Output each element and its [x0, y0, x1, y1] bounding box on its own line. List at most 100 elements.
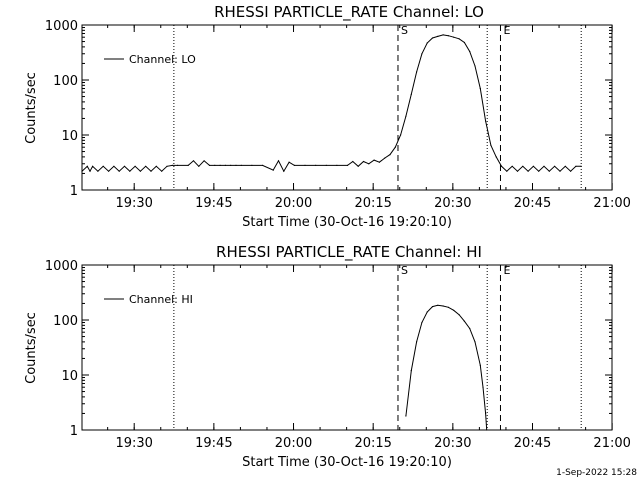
data-point	[214, 164, 216, 166]
data-point	[437, 304, 439, 306]
legend-label: Channel: HI	[129, 293, 193, 306]
data-point	[469, 50, 471, 53]
data-point	[442, 305, 444, 307]
data-point	[389, 154, 391, 156]
data-point	[469, 327, 471, 330]
data-point	[421, 321, 423, 324]
y-tick-label: 100	[53, 314, 78, 329]
x-tick-label: 20:45	[514, 436, 551, 451]
data-point	[134, 165, 136, 167]
data-point	[346, 164, 349, 166]
data-point	[410, 370, 412, 372]
data-point	[405, 415, 407, 417]
data-point	[208, 164, 211, 166]
data-point	[272, 169, 274, 171]
data-point	[453, 309, 455, 311]
data-point	[431, 37, 434, 39]
y-tick-label: 10	[61, 129, 78, 144]
data-point	[378, 161, 380, 163]
data-point	[161, 170, 163, 172]
x-tick-label: 20:15	[354, 196, 391, 211]
x-tick-label: 20:30	[434, 196, 471, 211]
data-point	[559, 170, 561, 172]
y-tick-label: 1	[70, 424, 78, 439]
footer-timestamp: 1-Sep-2022 15:28	[556, 468, 637, 478]
data-point	[500, 165, 503, 167]
data-point	[506, 170, 508, 172]
data-point	[486, 429, 488, 431]
data-point	[336, 164, 338, 166]
x-axis-label: Start Time (30-Oct-16 19:20:10)	[242, 455, 452, 470]
y-axis-label: Counts/sec	[24, 312, 39, 384]
y-tick-label: 100	[53, 74, 78, 89]
x-tick-label: 19:30	[115, 436, 152, 451]
data-point	[171, 164, 173, 166]
y-tick-label: 1000	[45, 19, 78, 34]
data-point	[192, 160, 195, 162]
data-point	[405, 115, 407, 117]
legend-label: Channel: LO	[129, 53, 196, 66]
data-point	[357, 165, 359, 167]
data-point	[548, 170, 550, 172]
data-point	[447, 35, 449, 37]
data-point	[482, 386, 484, 388]
data-point	[203, 160, 205, 162]
data-point	[251, 164, 253, 166]
data-point	[447, 306, 449, 308]
data-point	[373, 159, 375, 161]
chart-title: RHESSI PARTICLE_RATE Channel: HI	[216, 243, 482, 262]
x-tick-label: 20:30	[434, 436, 471, 451]
data-point	[474, 65, 476, 67]
x-tick-label: 20:15	[354, 436, 391, 451]
x-tick-label: 21:00	[593, 436, 630, 451]
data-point	[458, 38, 460, 40]
hi-channel-panel: RHESSI PARTICLE_RATE Channel: HI Counts/…	[24, 243, 631, 470]
x-tick-label: 20:00	[275, 196, 312, 211]
data-point	[230, 164, 232, 166]
data-point	[150, 170, 152, 172]
data-point	[118, 170, 120, 172]
data-point	[139, 170, 141, 172]
data-point	[400, 134, 402, 136]
data-point	[325, 164, 327, 166]
data-point	[123, 165, 126, 167]
data-point	[283, 170, 285, 172]
data-point	[187, 164, 189, 166]
data-point	[394, 146, 396, 148]
data-point	[224, 164, 226, 166]
data-point	[352, 160, 354, 163]
data-point	[108, 170, 110, 172]
data-point	[527, 170, 529, 172]
data-point	[277, 160, 280, 162]
data-point	[474, 341, 476, 343]
chart-title: RHESSI PARTICLE_RATE Channel: LO	[214, 3, 484, 22]
x-tick-label: 20:00	[275, 436, 312, 451]
data-point	[485, 120, 487, 122]
marker-label: E	[503, 264, 510, 277]
data-point	[145, 165, 147, 167]
y-tick-label: 1000	[45, 259, 78, 274]
data-point	[129, 170, 131, 172]
data-point	[89, 170, 91, 172]
data-point	[416, 341, 418, 343]
data-point	[516, 170, 519, 172]
data-point	[538, 170, 540, 172]
data-point	[362, 160, 365, 163]
data-point	[564, 165, 566, 167]
plot-frame	[81, 264, 613, 431]
data-point	[580, 165, 582, 167]
data-point	[102, 165, 104, 167]
data-point	[479, 364, 481, 366]
data-point	[554, 165, 556, 167]
data-point	[155, 165, 157, 167]
data-point	[458, 314, 460, 316]
data-point	[522, 165, 524, 167]
x-tick-label: 21:00	[593, 196, 630, 211]
y-axis-label: Counts/sec	[24, 72, 39, 144]
data-point	[113, 165, 115, 167]
data-point	[81, 170, 83, 172]
data-point	[463, 320, 465, 322]
data-point	[490, 144, 492, 146]
data-point	[479, 87, 481, 90]
